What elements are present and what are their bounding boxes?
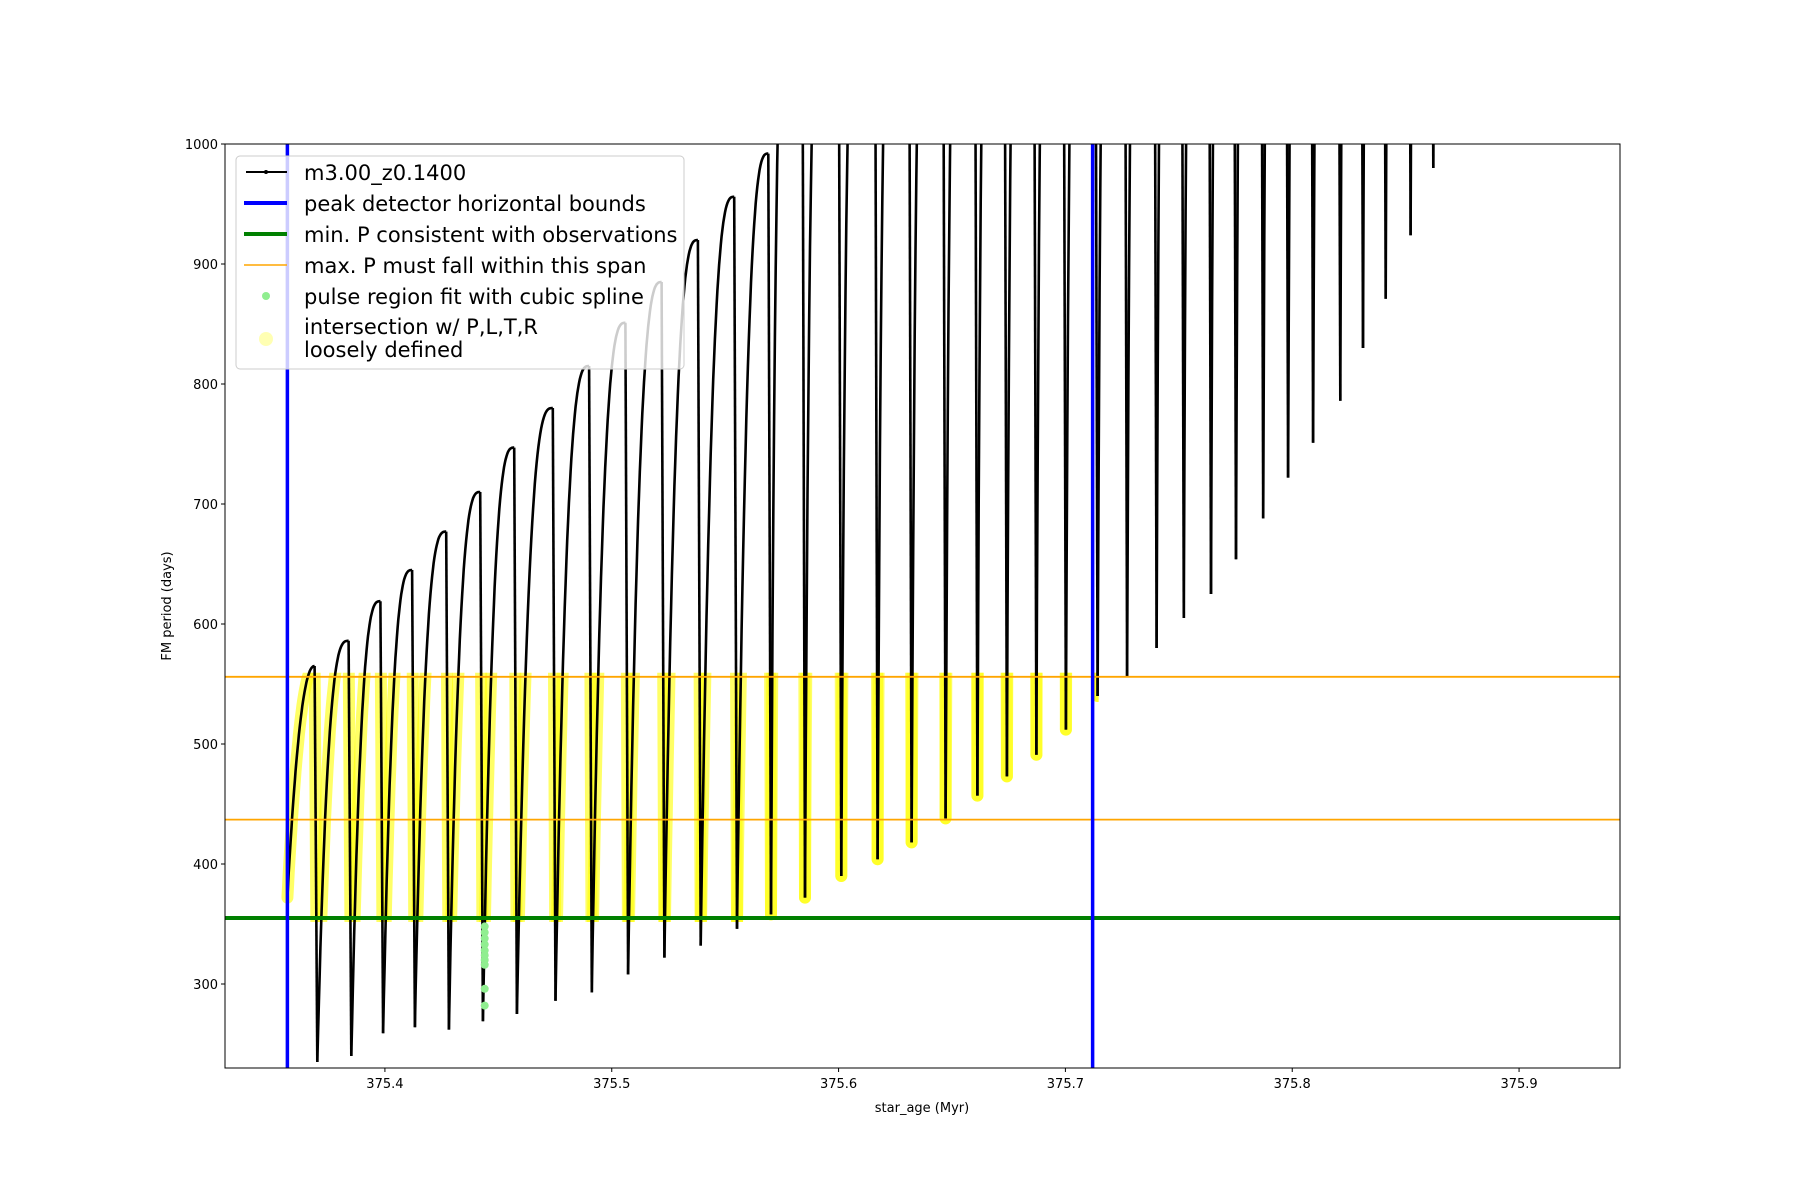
model-segment — [769, 144, 779, 915]
model-segment — [696, 239, 702, 946]
green-dot-icon — [262, 292, 270, 300]
spline-point — [480, 922, 489, 931]
model-segment — [347, 640, 353, 1057]
model-segment — [660, 281, 666, 958]
legend-label: min. P consistent with observations — [304, 223, 677, 247]
model-segment — [876, 144, 885, 860]
spline-point — [480, 984, 489, 993]
y-tick-label: 300 — [193, 978, 218, 993]
model-segment — [840, 144, 849, 877]
model-segment — [413, 530, 447, 1028]
x-tick-label: 375.5 — [593, 1077, 630, 1092]
legend-box — [235, 155, 685, 370]
axes-frame — [224, 143, 1621, 1069]
model-segment — [381, 568, 413, 1034]
x-tick-label: 375.7 — [1047, 1077, 1084, 1092]
legend: m3.00_z0.1400 peak detector horizontal b… — [235, 155, 685, 370]
spline-point — [480, 1001, 489, 1010]
model-segment — [444, 531, 451, 1030]
model-segment — [732, 196, 739, 929]
model-segment — [803, 144, 813, 898]
y-tick-label: 400 — [193, 858, 218, 873]
legend-label: max. P must fall within this span — [304, 254, 646, 278]
model-segment — [481, 446, 515, 1022]
model-segment — [350, 599, 381, 1057]
y-axis: 300 400 500 600 700 800 900 1000 — [185, 138, 225, 993]
spline-point — [480, 940, 489, 949]
x-tick-label: 375.9 — [1500, 1077, 1537, 1092]
x-axis: 375.4 375.5 375.6 375.7 375.8 375.9 — [366, 1068, 1538, 1092]
legend-marker-icon — [264, 170, 268, 174]
x-axis-label: star_age (Myr) — [875, 1101, 969, 1116]
x-tick-label: 375.4 — [366, 1077, 403, 1092]
model-segment — [379, 601, 385, 1034]
legend-item-peak-bounds: peak detector horizontal bounds — [244, 192, 646, 216]
legend-label: intersection w/ P,L,T,R — [304, 315, 538, 339]
y-tick-label: 700 — [193, 498, 218, 513]
legend-item-max-p: max. P must fall within this span — [244, 254, 646, 278]
y-tick-label: 500 — [193, 738, 218, 753]
legend-label: loosely defined — [304, 338, 463, 362]
y-tick-label: 600 — [193, 618, 218, 633]
model-segment — [515, 406, 553, 1015]
x-tick-label: 375.8 — [1274, 1077, 1311, 1092]
y-tick-label: 1000 — [185, 138, 218, 153]
legend-item-model: m3.00_z0.1400 — [246, 161, 466, 186]
spline-point — [480, 934, 489, 943]
yellow-dot-icon — [259, 332, 273, 346]
model-segment — [313, 665, 319, 1063]
model-segment — [699, 195, 735, 946]
legend-item-intersection: intersection w/ P,L,T,R loosely defined — [259, 315, 538, 362]
legend-label: peak detector horizontal bounds — [304, 192, 646, 216]
model-segment — [735, 152, 769, 929]
spline-point — [480, 946, 489, 955]
legend-item-spline: pulse region fit with cubic spline — [262, 285, 644, 309]
spline-fit-points — [480, 922, 489, 1010]
model-segment — [587, 365, 594, 993]
model-segment — [286, 664, 315, 898]
legend-label: m3.00_z0.1400 — [304, 161, 466, 186]
model-segment — [316, 639, 349, 1063]
legend-label: pulse region fit with cubic spline — [304, 285, 644, 309]
y-axis-label: FM period (days) — [160, 551, 175, 660]
x-tick-label: 375.6 — [820, 1077, 857, 1092]
model-segment — [410, 569, 417, 1028]
y-tick-label: 900 — [193, 258, 218, 273]
y-tick-label: 800 — [193, 378, 218, 393]
legend-item-min-p: min. P consistent with observations — [244, 223, 677, 247]
model-segment — [624, 322, 630, 975]
model-segment — [551, 407, 557, 1001]
model-segment — [447, 490, 481, 1030]
spline-point — [480, 928, 489, 937]
